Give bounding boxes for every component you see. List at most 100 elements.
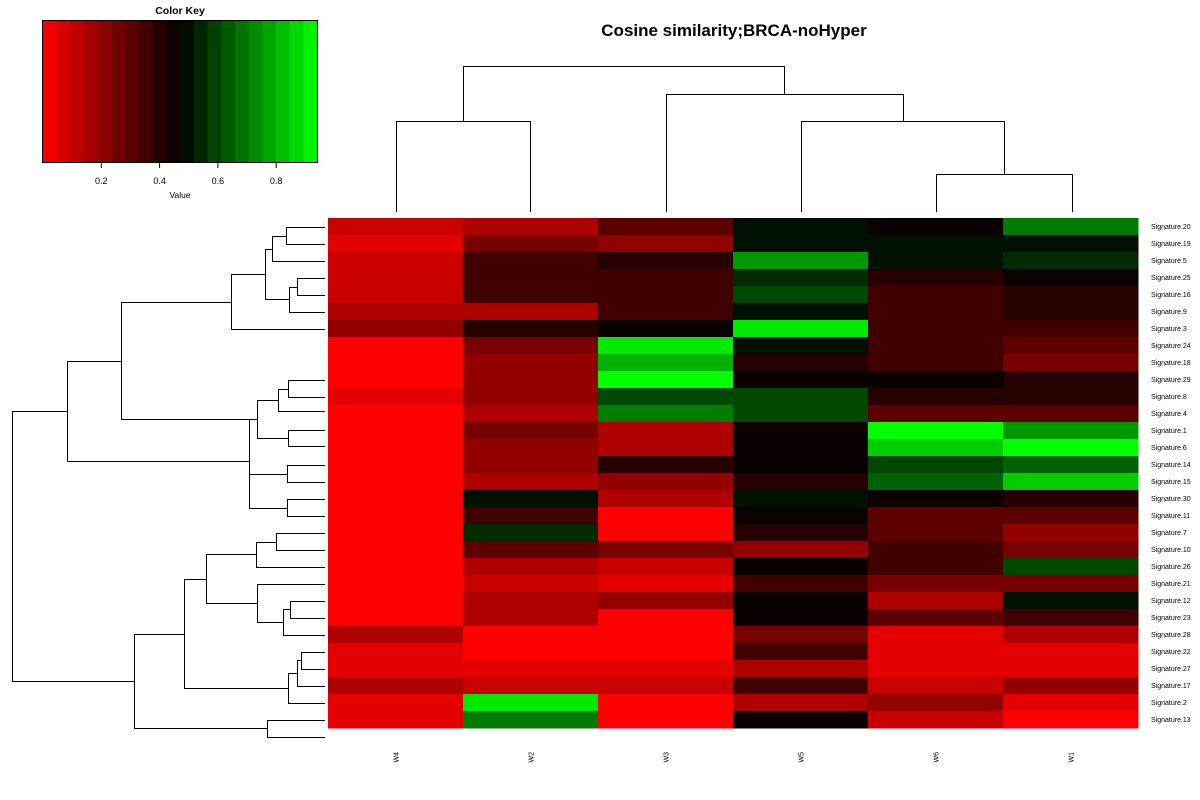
column-label: W5	[799, 752, 806, 763]
heatmap-cell	[1003, 371, 1139, 389]
heatmap-cell	[463, 405, 599, 423]
heatmap-cell	[733, 354, 869, 372]
heatmap-cell	[328, 371, 464, 389]
color-key-tick-label: 0.2	[95, 176, 108, 186]
heatmap-cell	[328, 507, 464, 525]
heatmap-cell	[328, 439, 464, 457]
heatmap-cell	[598, 269, 734, 287]
heatmap-cell	[733, 286, 869, 304]
color-key-bin	[303, 21, 318, 162]
heatmap-cell	[868, 507, 1004, 525]
heatmap-cell	[1003, 694, 1139, 712]
heatmap-cell	[598, 643, 734, 661]
row-label: Signature.27	[1151, 666, 1191, 673]
heatmap-cell	[868, 643, 1004, 661]
heatmap-cell	[463, 422, 599, 440]
heatmap-cell	[328, 643, 464, 661]
row-label: Signature.24	[1151, 343, 1191, 350]
heatmap-cell	[868, 694, 1004, 712]
row-label: Signature.23	[1151, 615, 1191, 622]
heatmap-cell	[868, 337, 1004, 355]
heatmap-cell	[868, 711, 1004, 729]
heatmap-cell	[463, 660, 599, 678]
heatmap-cell	[328, 252, 464, 270]
heatmap-cell	[868, 609, 1004, 627]
heatmap-cell	[733, 422, 869, 440]
heatmap-cell	[733, 388, 869, 406]
heatmap-cell	[598, 388, 734, 406]
heatmap-cell	[1003, 507, 1139, 525]
heatmap-cell	[868, 388, 1004, 406]
heatmap-cell	[733, 303, 869, 321]
heatmap-cell	[868, 320, 1004, 338]
heatmap-cell	[463, 473, 599, 491]
heatmap-cell	[868, 235, 1004, 253]
heatmap-cell	[733, 507, 869, 525]
color-key-bin	[111, 21, 126, 162]
heatmap-cell	[463, 456, 599, 474]
heatmap-cell	[868, 473, 1004, 491]
heatmap-cell	[1003, 677, 1139, 695]
heatmap-cell	[598, 507, 734, 525]
row-dendrogram	[12, 227, 325, 738]
heatmap-cell	[733, 490, 869, 508]
heatmap-cell	[463, 490, 599, 508]
heatmap-cell	[733, 337, 869, 355]
heatmap-cell	[463, 677, 599, 695]
heatmap-cell	[1003, 592, 1139, 610]
heatmap-cell	[868, 371, 1004, 389]
heatmap-cell	[463, 337, 599, 355]
heatmap-cell	[733, 371, 869, 389]
heatmap-cell	[733, 235, 869, 253]
heatmap-cell	[1003, 575, 1139, 593]
heatmap-cell	[328, 269, 464, 287]
heatmap-cell	[868, 677, 1004, 695]
heatmap-cell	[598, 660, 734, 678]
heatmap-cell	[868, 286, 1004, 304]
heatmap-cell	[463, 592, 599, 610]
row-label: Signature.28	[1151, 632, 1191, 639]
row-label: Signature.15	[1151, 479, 1191, 486]
heatmap-cell	[733, 524, 869, 542]
color-key-bin	[262, 21, 277, 162]
heatmap-cell	[1003, 609, 1139, 627]
heatmap-cell	[328, 218, 464, 236]
heatmap-cell	[733, 439, 869, 457]
heatmap-cell	[868, 660, 1004, 678]
heatmap-cell	[598, 711, 734, 729]
heatmap-cell	[328, 626, 464, 644]
row-label: Signature.30	[1151, 496, 1191, 503]
row-label: Signature.25	[1151, 275, 1191, 282]
heatmap-cell	[328, 575, 464, 593]
row-label: Signature.19	[1151, 241, 1191, 248]
heatmap-cell	[598, 320, 734, 338]
heatmap-cell	[1003, 320, 1139, 338]
row-labels: Signature.20 Signature.19 Signature.5 Signa…	[1151, 224, 1191, 724]
heatmap-cell	[463, 609, 599, 627]
heatmap-cell	[463, 320, 599, 338]
heatmap-cell	[1003, 524, 1139, 542]
heatmap-cell	[598, 218, 734, 236]
color-key-bin	[248, 21, 263, 162]
heatmap-cell	[463, 558, 599, 576]
heatmap-cell	[598, 439, 734, 457]
heatmap-cell	[598, 541, 734, 559]
heatmap-cell	[868, 354, 1004, 372]
heatmap-cell	[463, 303, 599, 321]
heatmap-cell	[1003, 286, 1139, 304]
heatmap-cell	[463, 524, 599, 542]
row-label: Signature.11	[1151, 513, 1190, 520]
heatmap-cell	[1003, 490, 1139, 508]
color-key-bin	[56, 21, 71, 162]
color-key: Color Key 0.2 0.4 0.6 0.8 Value	[42, 5, 318, 200]
heatmap-cell	[733, 252, 869, 270]
heatmap-cell	[328, 541, 464, 559]
heatmap-cell	[733, 694, 869, 712]
heatmap-cell	[1003, 252, 1139, 270]
row-label: Signature.22	[1151, 649, 1191, 656]
row-label: Signature.6	[1151, 445, 1187, 452]
heatmap-cell	[733, 473, 869, 491]
heatmap-cell	[868, 575, 1004, 593]
heatmap-cell	[463, 575, 599, 593]
